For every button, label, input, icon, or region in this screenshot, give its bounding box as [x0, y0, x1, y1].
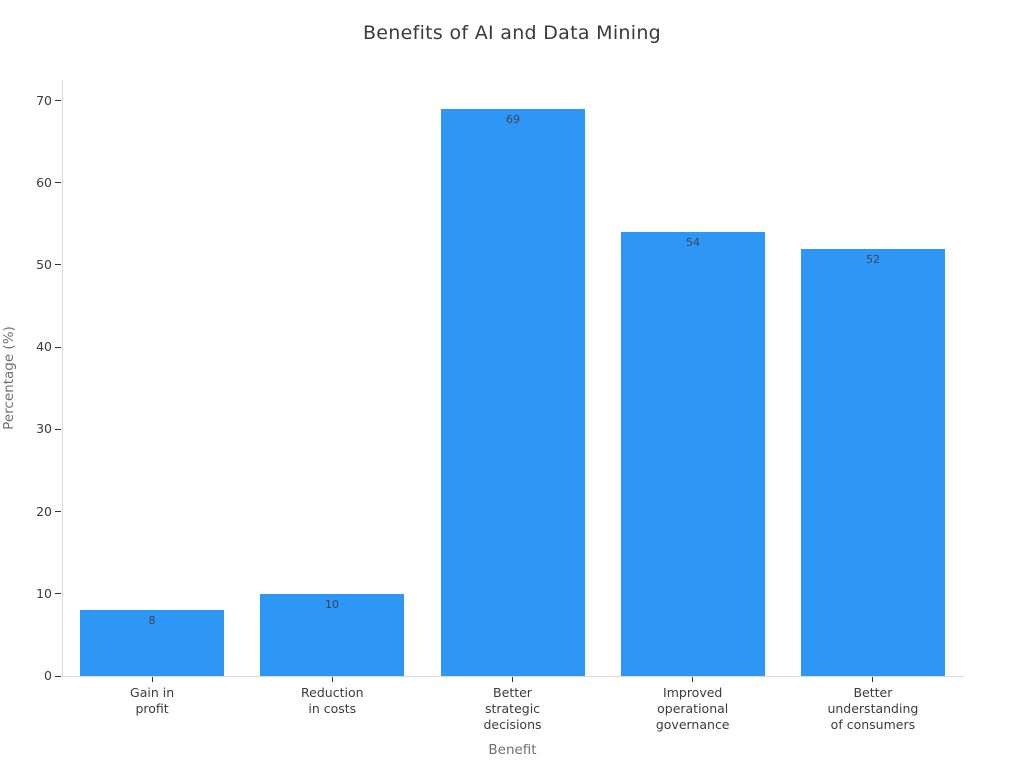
bar-value-label: 8 — [148, 614, 156, 627]
x-tick-label: Gain in profit — [130, 685, 175, 716]
y-tick-label: 50 — [36, 256, 52, 272]
x-tick-mark — [872, 677, 874, 682]
x-tick-mark — [512, 677, 513, 682]
y-tick-mark — [55, 182, 61, 184]
plot-area — [62, 80, 964, 677]
y-tick-mark — [55, 675, 61, 677]
y-tick-label: 70 — [36, 92, 52, 108]
y-tick-mark — [55, 346, 61, 348]
y-tick-mark — [55, 511, 61, 513]
bar-value-label: 54 — [686, 236, 700, 249]
bar: 69 — [441, 109, 585, 676]
x-tick-label: Reduction in costs — [301, 685, 364, 716]
bar: 10 — [260, 594, 404, 676]
y-tick-label: 60 — [36, 174, 52, 190]
y-tick-label: 40 — [36, 339, 52, 355]
y-tick-label: 30 — [36, 421, 52, 437]
y-tick-mark — [55, 428, 61, 430]
x-tick-label: Improved operational governance — [655, 685, 730, 732]
bar-value-label: 52 — [866, 253, 880, 266]
bar-value-label: 10 — [325, 598, 339, 611]
x-tick-label: Better understanding of consumers — [827, 685, 919, 732]
x-tick-mark — [151, 677, 153, 682]
x-tick-label: Better strategic decisions — [483, 685, 542, 732]
y-tick-mark — [55, 100, 61, 102]
x-tick-mark — [331, 677, 333, 682]
x-tick-mark — [692, 677, 694, 682]
chart-title: Benefits of AI and Data Mining — [362, 22, 662, 44]
x-axis-title: Benefit — [488, 742, 537, 758]
y-tick-mark — [55, 264, 61, 266]
bar: 52 — [801, 249, 945, 676]
y-tick-mark — [55, 593, 61, 595]
bar: 54 — [621, 232, 765, 676]
bar: 8 — [80, 610, 224, 676]
y-tick-label: 20 — [36, 503, 52, 519]
y-tick-label: 10 — [36, 585, 52, 601]
bar-value-label: 69 — [506, 113, 520, 126]
y-tick-label: 0 — [44, 668, 52, 683]
